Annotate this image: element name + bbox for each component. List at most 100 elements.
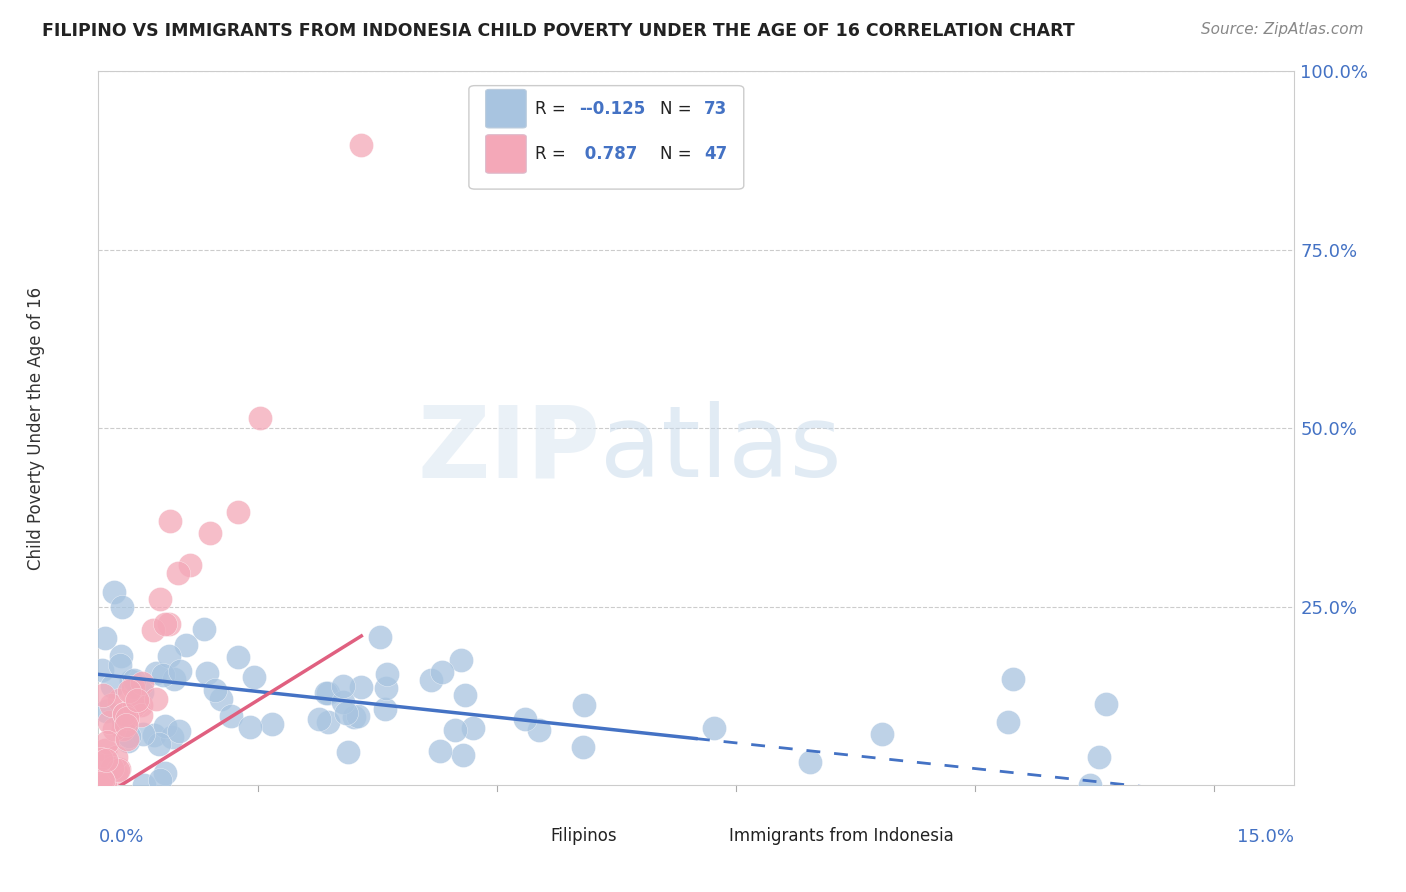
Point [118, 684, 141, 698]
Point [430, 665, 453, 680]
Point [112, 713, 135, 727]
Point [94, 743, 117, 757]
Text: --0.125: --0.125 [579, 100, 645, 118]
Text: Child Poverty Under the Age of 16: Child Poverty Under the Age of 16 [27, 286, 45, 570]
Point [157, 648, 180, 663]
Point [799, 755, 821, 769]
FancyBboxPatch shape [515, 822, 546, 851]
Point [112, 722, 135, 736]
Point [127, 695, 149, 709]
Point [167, 723, 190, 738]
Point [162, 730, 184, 744]
Point [103, 585, 125, 599]
Point [90, 752, 112, 766]
Point [347, 709, 370, 723]
Text: 15.0%: 15.0% [1236, 828, 1294, 846]
Point [315, 685, 337, 699]
Point [90, 778, 112, 792]
Point [118, 729, 141, 743]
Point [97, 714, 120, 729]
Point [316, 686, 339, 700]
Point [350, 680, 373, 694]
Point [115, 718, 138, 732]
Text: ZIP: ZIP [418, 401, 600, 498]
Point [453, 688, 475, 702]
Point [94, 631, 117, 645]
Point [112, 706, 135, 721]
Point [169, 664, 191, 678]
Point [350, 137, 373, 152]
Point [572, 698, 595, 713]
Point [117, 733, 139, 747]
Text: 0.787: 0.787 [579, 145, 637, 163]
Point [243, 670, 266, 684]
Point [463, 721, 485, 735]
Point [200, 526, 222, 541]
Point [90, 778, 112, 792]
Point [114, 707, 136, 722]
Point [153, 616, 176, 631]
Text: R =: R = [534, 100, 571, 118]
Point [131, 676, 153, 690]
Point [115, 711, 138, 725]
Point [204, 682, 226, 697]
FancyBboxPatch shape [470, 86, 744, 189]
Text: 73: 73 [704, 100, 727, 118]
Text: atlas: atlas [600, 401, 842, 498]
Text: 47: 47 [704, 145, 727, 163]
Point [122, 698, 145, 713]
Point [174, 638, 197, 652]
FancyBboxPatch shape [693, 822, 724, 851]
Point [125, 692, 148, 706]
Text: Source: ZipAtlas.com: Source: ZipAtlas.com [1201, 22, 1364, 37]
Point [149, 773, 172, 788]
Point [527, 723, 550, 738]
Point [335, 706, 357, 720]
Point [193, 622, 215, 636]
Point [375, 681, 398, 695]
Text: Immigrants from Indonesia: Immigrants from Indonesia [730, 828, 955, 846]
Point [368, 630, 391, 644]
Text: R =: R = [534, 145, 571, 163]
Point [142, 728, 165, 742]
Point [444, 723, 467, 737]
Point [145, 691, 167, 706]
Point [91, 663, 114, 677]
Point [526, 100, 548, 114]
Point [513, 712, 536, 726]
Point [104, 750, 127, 764]
Point [262, 717, 284, 731]
Point [107, 693, 129, 707]
Point [153, 719, 176, 733]
Point [1095, 698, 1118, 712]
Point [110, 648, 132, 663]
Point [1087, 750, 1109, 764]
Point [163, 673, 186, 687]
Point [153, 765, 176, 780]
Point [100, 762, 122, 776]
Point [111, 599, 134, 614]
Point [572, 740, 595, 755]
Point [703, 721, 725, 735]
Point [209, 692, 232, 706]
Point [308, 712, 330, 726]
Point [103, 723, 125, 737]
Point [1002, 672, 1025, 686]
Point [375, 667, 398, 681]
Point [145, 666, 167, 681]
Point [90, 772, 112, 786]
Point [249, 411, 271, 425]
Point [453, 747, 475, 762]
Point [101, 679, 124, 693]
Point [1080, 778, 1102, 792]
Point [870, 726, 893, 740]
Point [316, 714, 339, 729]
Point [100, 698, 122, 713]
Point [219, 709, 242, 723]
Text: Filipinos: Filipinos [550, 828, 617, 846]
Point [148, 738, 170, 752]
Point [94, 704, 117, 718]
Point [195, 665, 218, 680]
Point [167, 566, 190, 580]
Point [332, 679, 354, 693]
